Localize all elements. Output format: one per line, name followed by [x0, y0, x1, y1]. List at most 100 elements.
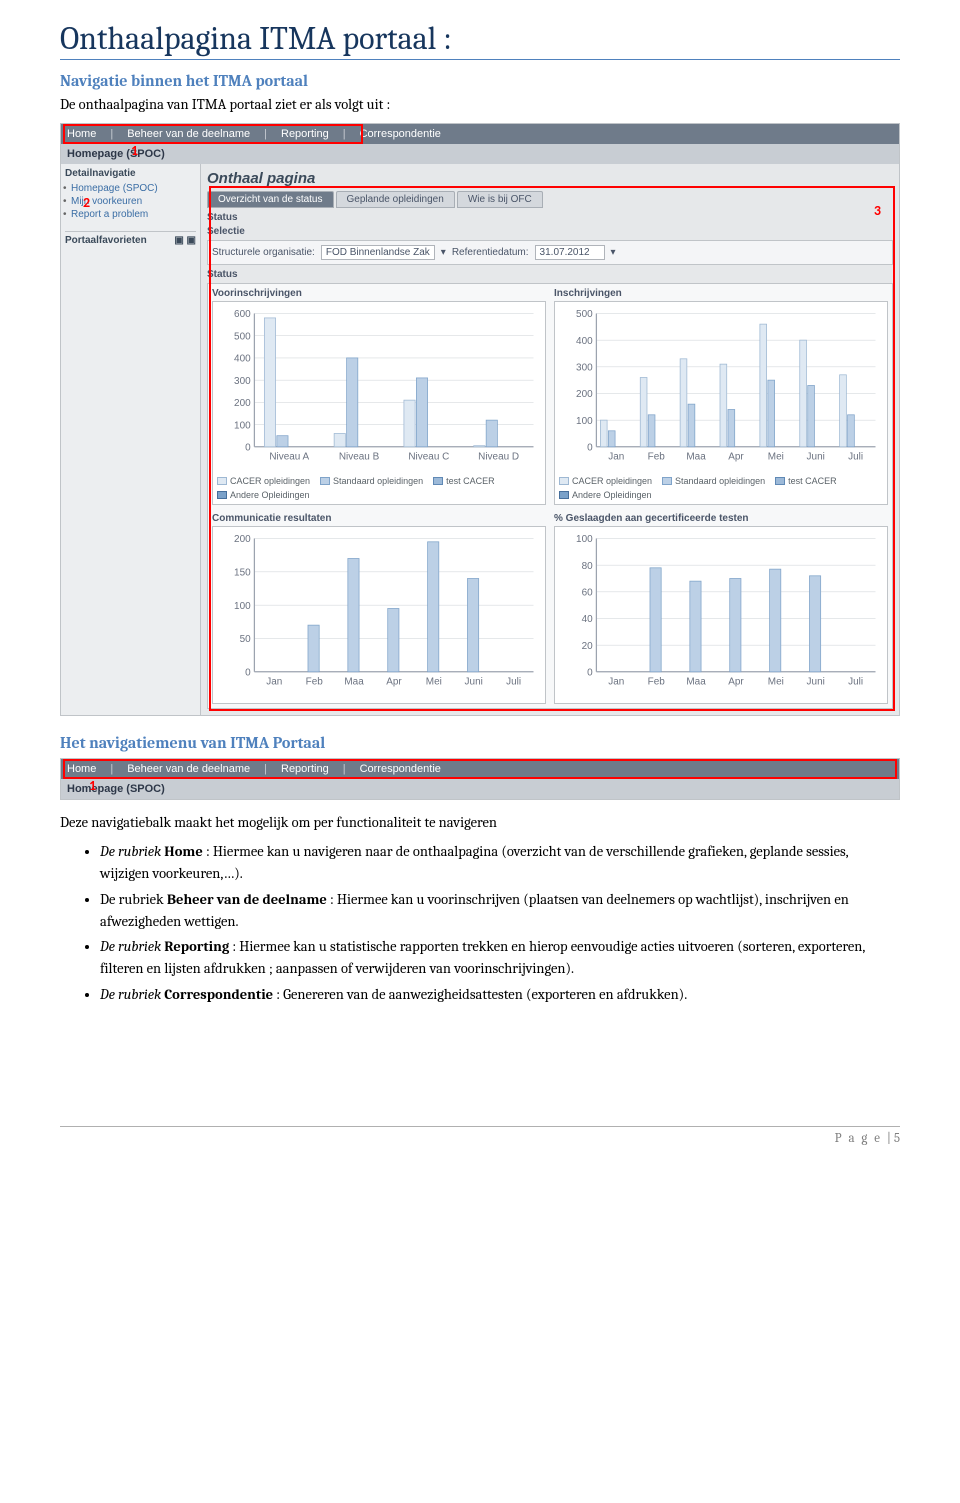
- dropdown-icon[interactable]: ▾: [441, 247, 446, 258]
- svg-text:300: 300: [234, 376, 251, 387]
- sel-date-label: Referentiedatum:: [452, 247, 529, 258]
- screenshot-navbar: Home|Beheer van de deelname|Reporting|Co…: [60, 758, 900, 800]
- svg-text:Feb: Feb: [648, 676, 666, 687]
- svg-text:50: 50: [240, 634, 252, 645]
- ss-topbar: Home|Beheer van de deelname|Reporting|Co…: [61, 124, 899, 144]
- ss-sidebar: Detailnavigatie Homepage (SPOC)Mijn voor…: [61, 164, 201, 715]
- chart-ins: Inschrijvingen 0100200300400500JanFebMaa…: [554, 288, 888, 505]
- svg-text:Apr: Apr: [386, 676, 402, 687]
- svg-text:500: 500: [576, 309, 593, 320]
- svg-text:Jan: Jan: [608, 451, 624, 462]
- bullet-correspondentie: De rubriek Correspondentie : Genereren v…: [100, 984, 900, 1006]
- chart-legend: CACER opleidingenStandaard opleidingente…: [559, 476, 883, 500]
- dropdown-icon[interactable]: ▾: [611, 247, 616, 258]
- tab[interactable]: Overzicht van de status: [207, 191, 334, 208]
- txt: : Hiermee kan u navigeren naar de onthaa…: [100, 843, 848, 882]
- svg-text:20: 20: [582, 641, 594, 652]
- label-status-2: Status: [207, 269, 893, 280]
- selection-panel: Structurele organisatie: FOD Binnenlands…: [207, 240, 893, 265]
- charts-panel: Voorinschrijvingen 0100200300400500600Ni…: [207, 283, 893, 709]
- ss2-subtitle: Homepage (SPOC): [61, 779, 899, 799]
- txt: De rubriek: [100, 938, 164, 955]
- chart-title: Inschrijvingen: [554, 288, 888, 299]
- annotation-number-1: 1: [131, 142, 138, 159]
- nav-item[interactable]: Home: [67, 763, 96, 775]
- sidebar-fav-label: Portaalfavorieten: [65, 235, 147, 246]
- svg-text:0: 0: [587, 668, 593, 679]
- label-selectie: Selectie: [207, 226, 893, 237]
- svg-text:0: 0: [245, 443, 251, 454]
- svg-text:150: 150: [234, 568, 251, 579]
- svg-text:Niveau A: Niveau A: [269, 451, 309, 462]
- svg-text:Niveau D: Niveau D: [478, 451, 519, 462]
- chart-voor: Voorinschrijvingen 0 100 200 300 400 500 600 Ni…: [212, 288, 546, 505]
- chart-ges: % Geslaagden aan gecertificeerde testen …: [554, 513, 888, 704]
- svg-text:Juni: Juni: [807, 676, 825, 687]
- svg-text:40: 40: [582, 614, 594, 625]
- annotation-number-3: 3: [874, 202, 881, 219]
- svg-text:0: 0: [587, 443, 593, 454]
- svg-text:400: 400: [234, 354, 251, 365]
- sel-org-field[interactable]: FOD Binnenlandse Zak: [321, 245, 435, 260]
- svg-text:Mei: Mei: [426, 676, 442, 687]
- chart-title: % Geslaagden aan gecertificeerde testen: [554, 513, 888, 524]
- intro-text-2: Deze navigatiebalk maakt het mogelijk om…: [60, 814, 900, 831]
- txt: : Genereren van de aanwezigheidsattesten…: [273, 986, 687, 1003]
- nav-item[interactable]: Reporting: [281, 763, 329, 775]
- svg-text:Niveau B: Niveau B: [339, 451, 380, 462]
- svg-text:Juli: Juli: [848, 451, 863, 462]
- svg-text:Jan: Jan: [266, 676, 282, 687]
- txt: De rubriek: [100, 986, 164, 1003]
- svg-text:Maa: Maa: [686, 451, 706, 462]
- svg-text:400: 400: [576, 336, 593, 347]
- annotation-number-2: 2: [83, 194, 90, 211]
- svg-text:200: 200: [234, 534, 251, 545]
- svg-text:Feb: Feb: [306, 676, 324, 687]
- tab[interactable]: Wie is bij OFC: [457, 191, 543, 208]
- bullet-home: De rubriek Home : Hiermee kan u navigere…: [100, 841, 900, 885]
- nav-item[interactable]: Home: [67, 128, 96, 140]
- annotation-number-1b: 1: [89, 777, 96, 794]
- svg-text:Apr: Apr: [728, 676, 744, 687]
- nav-item[interactable]: Beheer van de deelname: [127, 128, 250, 140]
- svg-text:0: 0: [245, 668, 251, 679]
- svg-text:500: 500: [234, 331, 251, 342]
- svg-text:Niveau C: Niveau C: [408, 451, 449, 462]
- svg-text:600: 600: [234, 309, 251, 320]
- page-footer: P a g e | 5: [60, 1126, 900, 1146]
- footer-label: P a g e: [835, 1131, 887, 1146]
- txt: De rubriek: [100, 843, 164, 860]
- footer-sep: |: [887, 1131, 894, 1146]
- svg-text:Maa: Maa: [344, 676, 364, 687]
- nav-item[interactable]: Beheer van de deelname: [127, 763, 250, 775]
- sidebar-header: Detailnavigatie: [65, 168, 196, 179]
- nav-item[interactable]: Correspondentie: [360, 128, 441, 140]
- bold: Beheer van de deelname: [167, 891, 327, 908]
- svg-text:100: 100: [576, 416, 593, 427]
- svg-text:Juli: Juli: [848, 676, 863, 687]
- svg-text:200: 200: [234, 398, 251, 409]
- svg-text:Feb: Feb: [648, 451, 666, 462]
- nav-item[interactable]: Reporting: [281, 128, 329, 140]
- svg-text:Juli: Juli: [506, 676, 521, 687]
- screenshot-main: Home|Beheer van de deelname|Reporting|Co…: [60, 123, 900, 716]
- svg-text:Maa: Maa: [686, 676, 706, 687]
- svg-text:Mei: Mei: [768, 451, 784, 462]
- svg-text:Juni: Juni: [465, 676, 483, 687]
- txt: De rubriek: [100, 891, 167, 908]
- tab[interactable]: Geplande opleidingen: [336, 191, 455, 208]
- svg-text:Mei: Mei: [768, 676, 784, 687]
- footer-page-number: 5: [894, 1131, 900, 1146]
- svg-text:300: 300: [576, 363, 593, 374]
- nav-item[interactable]: Correspondentie: [360, 763, 441, 775]
- ss-page-title: Onthaal pagina: [207, 170, 893, 187]
- section-heading-menu: Het navigatiemenu van ITMA Portaal: [60, 734, 900, 752]
- svg-text:100: 100: [234, 420, 251, 431]
- sel-date-field[interactable]: 31.07.2012: [535, 245, 605, 260]
- ss2-topbar: Home|Beheer van de deelname|Reporting|Co…: [61, 759, 899, 779]
- sidebar-favorites: Portaalfavorieten ▣ ▣: [65, 231, 196, 246]
- svg-text:60: 60: [582, 588, 594, 599]
- label-status: Status: [207, 212, 893, 223]
- bold: Home: [164, 843, 202, 860]
- chart-title: Voorinschrijvingen: [212, 288, 546, 299]
